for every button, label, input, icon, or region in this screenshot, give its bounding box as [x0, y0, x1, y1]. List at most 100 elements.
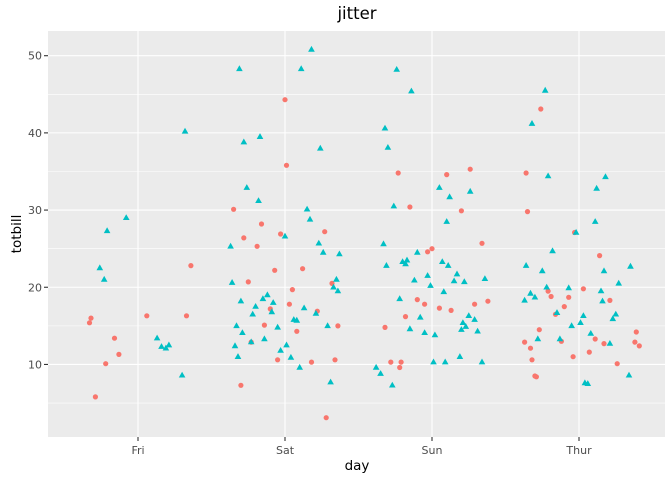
data-point — [533, 374, 540, 380]
data-point — [543, 283, 550, 290]
data-point — [162, 344, 170, 351]
data-point — [580, 312, 587, 318]
data-point — [256, 133, 264, 139]
data-point — [228, 279, 236, 285]
data-point — [602, 173, 609, 180]
data-point — [485, 298, 491, 304]
data-point — [633, 329, 639, 335]
data-point — [472, 301, 478, 307]
data-point — [584, 380, 592, 386]
data-point — [300, 266, 306, 272]
data-point — [521, 296, 528, 303]
data-point — [625, 371, 633, 378]
data-point — [402, 314, 409, 320]
data-point — [272, 267, 278, 273]
data-point — [427, 282, 434, 288]
data-point — [481, 275, 489, 281]
data-point — [259, 295, 267, 302]
data-point — [461, 278, 468, 285]
data-point — [444, 172, 450, 178]
data-point — [397, 364, 403, 371]
plot-panel — [48, 31, 665, 437]
data-point — [467, 166, 473, 172]
data-point — [293, 316, 301, 323]
data-point — [450, 277, 458, 284]
data-point — [568, 322, 575, 329]
data-point — [122, 214, 130, 220]
y-tick-label: 20 — [28, 281, 42, 294]
data-point — [407, 204, 413, 210]
data-point — [545, 288, 551, 294]
data-point — [553, 309, 561, 315]
data-point — [609, 315, 617, 322]
data-point — [556, 335, 564, 342]
data-point — [261, 335, 268, 342]
data-point — [529, 357, 535, 363]
data-point — [429, 246, 435, 252]
data-point — [247, 338, 255, 345]
data-point — [297, 65, 305, 72]
data-point — [523, 170, 529, 176]
data-point — [443, 218, 450, 224]
y-axis-title: totbill — [9, 215, 25, 254]
data-point — [240, 138, 248, 145]
y-tick-labels: 10 20 30 40 50 — [28, 50, 42, 372]
data-point — [234, 353, 242, 359]
data-point — [586, 349, 592, 355]
data-point — [380, 240, 387, 247]
data-point — [252, 303, 259, 309]
data-point — [315, 239, 323, 246]
data-point — [465, 312, 473, 318]
data-point — [414, 248, 421, 255]
data-point — [116, 351, 122, 357]
x-tick-label: Thur — [565, 444, 592, 457]
data-point — [144, 313, 150, 319]
data-point — [96, 264, 104, 271]
data-point — [534, 335, 542, 342]
data-point — [606, 340, 614, 346]
data-point — [236, 65, 243, 72]
data-point — [607, 297, 613, 303]
data-point — [231, 342, 239, 349]
data-point — [282, 97, 288, 103]
data-point — [249, 310, 256, 317]
data-point — [636, 343, 642, 349]
data-point — [474, 327, 481, 334]
data-point — [466, 187, 474, 194]
data-point — [414, 297, 420, 303]
data-point — [86, 320, 93, 326]
data-point — [255, 197, 262, 203]
chart-title: jitter — [336, 4, 376, 23]
data-point — [441, 358, 449, 365]
data-point — [100, 275, 108, 282]
data-point — [389, 381, 396, 388]
data-point — [283, 162, 290, 168]
data-point — [436, 305, 442, 311]
data-point — [306, 215, 314, 222]
data-point — [103, 361, 109, 367]
data-point — [165, 341, 173, 348]
data-point — [188, 263, 194, 269]
data-point — [277, 347, 284, 353]
data-point — [612, 310, 620, 317]
data-point — [158, 343, 165, 349]
data-point — [335, 323, 341, 329]
data-point — [458, 326, 465, 332]
y-tick-label: 50 — [28, 50, 42, 63]
data-point — [522, 339, 528, 345]
data-point — [478, 358, 486, 365]
data-point — [243, 184, 251, 190]
y-tick-label: 10 — [28, 358, 42, 371]
data-point — [615, 279, 622, 286]
data-point — [269, 299, 277, 305]
data-point — [261, 322, 267, 328]
data-point — [319, 248, 327, 255]
data-point — [462, 323, 470, 329]
data-point — [614, 361, 620, 367]
data-point — [456, 353, 464, 359]
data-point — [577, 319, 584, 325]
data-point — [601, 341, 607, 347]
data-point — [524, 209, 531, 215]
data-point — [153, 334, 161, 341]
